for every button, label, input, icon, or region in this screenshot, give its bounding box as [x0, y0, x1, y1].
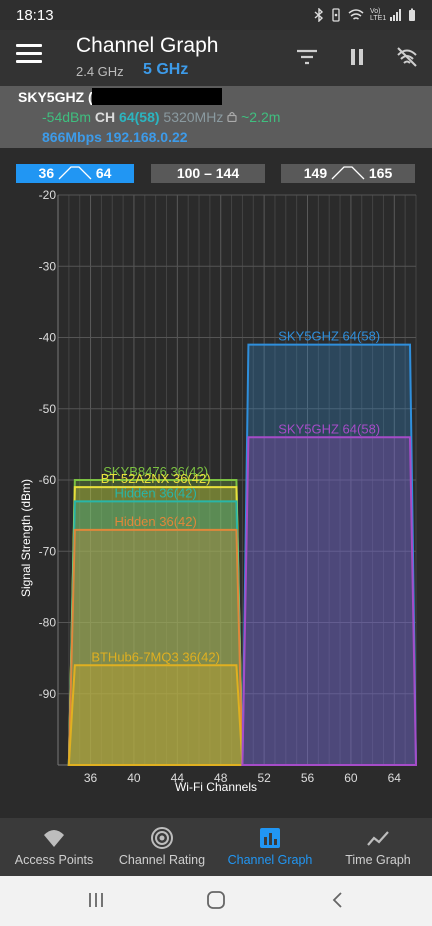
x-tick-label: 36	[84, 771, 98, 785]
y-tick-label: -70	[39, 544, 57, 558]
volte-icon: Vo) LTE1	[370, 8, 387, 22]
pause-icon[interactable]	[344, 44, 370, 70]
range-149-165-button[interactable]: 149 165	[281, 164, 415, 183]
back-icon[interactable]	[328, 890, 348, 910]
y-tick-label: -20	[39, 188, 57, 202]
range-peak-icon	[58, 166, 92, 180]
network-label: SKY5GHZ 64(58)	[278, 421, 380, 436]
redacted-box	[92, 88, 222, 105]
x-tick-label: 52	[257, 771, 271, 785]
y-tick-label: -90	[39, 687, 57, 701]
system-navigation-bar	[0, 876, 432, 926]
x-tick-label: 44	[171, 771, 185, 785]
y-axis-label: Signal Strength (dBm)	[19, 479, 33, 597]
y-tick-label: -60	[39, 473, 57, 487]
nav-label: Channel Graph	[227, 853, 313, 867]
battery-icon	[409, 8, 415, 21]
channel-rating-icon	[151, 827, 173, 849]
network-label: BTHub6-7MQ3 36(42)	[91, 649, 220, 664]
x-tick-label: 60	[344, 771, 358, 785]
range-36-64-button[interactable]: 36 64	[16, 164, 134, 183]
x-tick-label: 48	[214, 771, 228, 785]
nav-time-graph[interactable]: Time Graph	[324, 818, 432, 876]
link-info: 866Mbps 192.168.0.22	[42, 129, 188, 145]
network-label: BT-52A2NX 36(42)	[101, 471, 211, 486]
network-label: SKY5GHZ 64(58)	[278, 329, 380, 344]
nav-label: Access Points	[14, 853, 94, 867]
wifi-icon	[348, 9, 364, 20]
nav-label: Channel Rating	[118, 853, 206, 867]
network-label: SKYB8476 36(42)	[103, 464, 208, 479]
time-graph-icon	[367, 831, 389, 846]
y-tick-label: -80	[39, 616, 57, 630]
network-signal-area	[241, 436, 418, 766]
signal-strength: -54dBm	[42, 109, 92, 125]
bluetooth-icon	[314, 8, 324, 22]
x-tick-label: 64	[388, 771, 402, 785]
range-start-label: 149	[303, 165, 328, 181]
distance-value: ~2.2m	[241, 109, 281, 125]
status-icons: Vo) LTE1	[314, 8, 416, 22]
range-peak-icon	[331, 166, 365, 180]
menu-icon[interactable]	[16, 44, 42, 66]
connection-panel[interactable]: SKY5GHZ ( -54dBm CH 64(58) 5320MHz ~2.2m…	[0, 86, 432, 148]
status-time: 18:13	[16, 6, 54, 24]
wifi-off-icon[interactable]	[394, 44, 420, 70]
channel-graph-chart[interactable]: Signal Strength (dBm) Wi-Fi Channels -20…	[0, 188, 432, 800]
app-bar: Channel Graph 2.4 GHz 5 GHz	[0, 30, 432, 86]
x-tick-label: 40	[127, 771, 141, 785]
filter-icon[interactable]	[294, 44, 320, 70]
nav-channel-graph[interactable]: Channel Graph	[216, 818, 324, 876]
nav-label: Time Graph	[345, 853, 411, 867]
channel-label: CH	[94, 109, 116, 125]
channel-value: 64(58)	[119, 109, 160, 125]
network-signal-area	[67, 664, 244, 766]
nav-access-points[interactable]: Access Points	[0, 818, 108, 876]
home-icon[interactable]	[205, 890, 227, 910]
channel-graph-icon	[260, 828, 280, 848]
y-tick-label: -50	[39, 402, 57, 416]
y-tick-label: -40	[39, 331, 57, 345]
recents-icon[interactable]	[86, 890, 106, 910]
band-5ghz-toggle[interactable]: 5 GHz	[143, 61, 189, 78]
range-start-label: 36	[38, 165, 55, 181]
signal-icon	[390, 9, 401, 21]
lock-icon	[227, 111, 237, 123]
band-24ghz-toggle[interactable]: 2.4 GHz	[76, 64, 124, 79]
connection-details: -54dBm CH 64(58) 5320MHz ~2.2m	[42, 109, 280, 125]
frequency-value: 5320MHz	[163, 109, 224, 125]
range-100-144-button[interactable]: 100 – 144	[151, 164, 265, 183]
x-tick-label: 56	[301, 771, 315, 785]
vibrate-icon	[332, 8, 340, 22]
network-label: Hidden 36(42)	[114, 514, 196, 529]
range-label: 100 – 144	[176, 165, 240, 181]
y-tick-label: -30	[39, 259, 57, 273]
range-end-label: 64	[95, 165, 112, 181]
range-end-label: 165	[368, 165, 393, 181]
status-bar: 18:13 Vo) LTE1	[0, 0, 432, 30]
nav-channel-rating[interactable]: Channel Rating	[108, 818, 216, 876]
page-title: Channel Graph	[76, 34, 219, 57]
connected-ssid: SKY5GHZ (	[18, 89, 93, 105]
network-label: Hidden 36(42)	[114, 485, 196, 500]
access-points-icon	[44, 830, 64, 847]
channel-range-selector: 36 64 100 – 144 149 165	[0, 148, 432, 188]
bottom-navigation: Access Points Channel Rating Channel Gra…	[0, 818, 432, 876]
x-axis-label: Wi-Fi Channels	[175, 780, 257, 794]
